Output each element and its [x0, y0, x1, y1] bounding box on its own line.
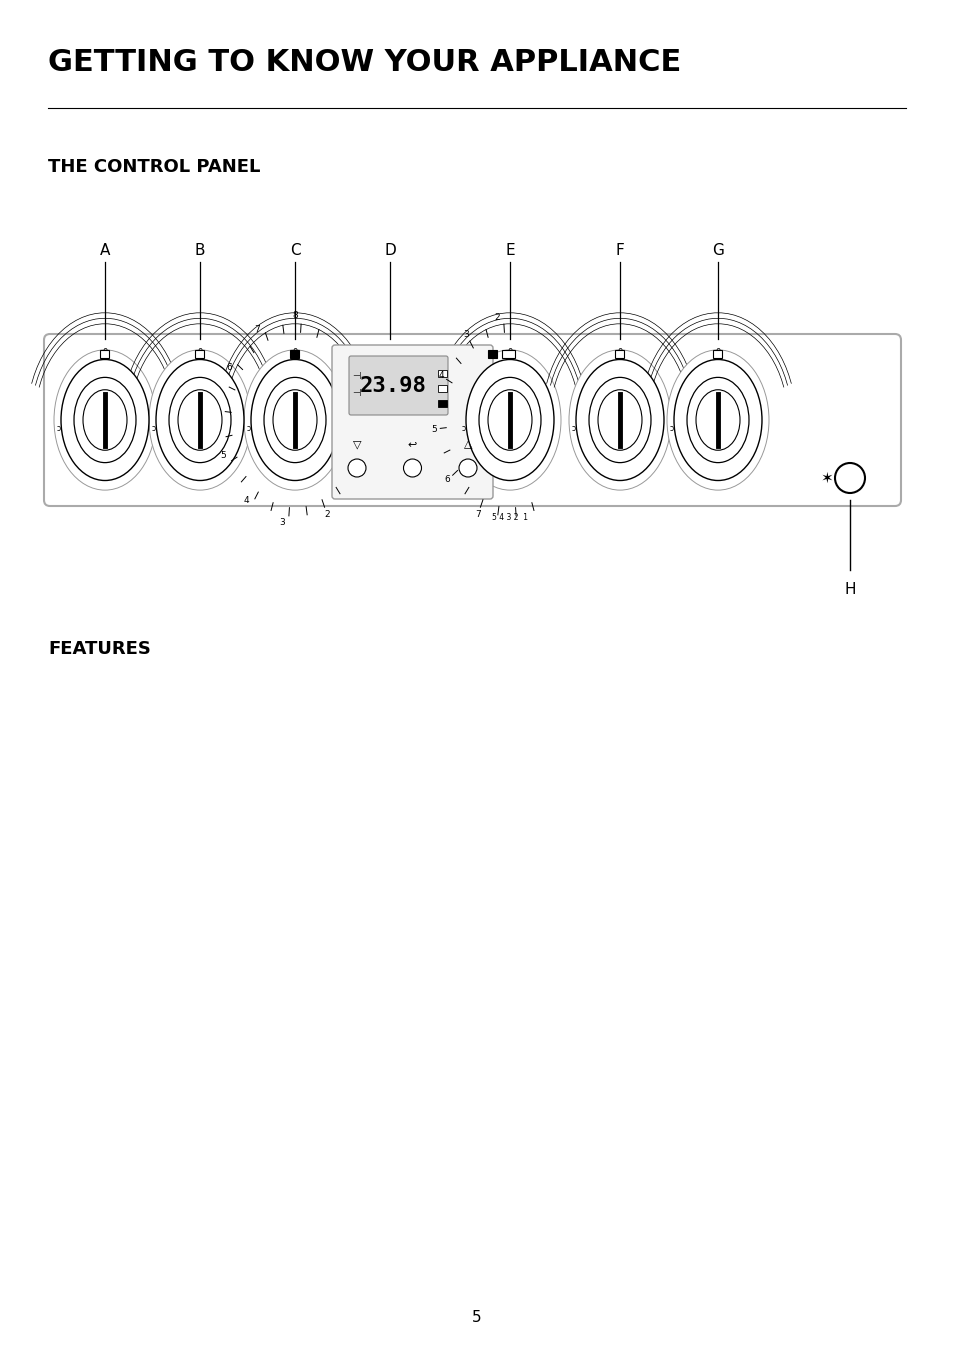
Text: 3: 3: [463, 330, 469, 339]
Text: F: F: [615, 243, 623, 258]
Text: 0: 0: [292, 347, 297, 357]
Bar: [713, 350, 721, 358]
Text: △: △: [463, 439, 472, 449]
Ellipse shape: [686, 377, 748, 462]
Bar: [100, 350, 110, 358]
Text: 2: 2: [494, 312, 499, 322]
Text: 2: 2: [324, 511, 330, 519]
Text: ↄ: ↄ: [669, 424, 674, 432]
Ellipse shape: [251, 359, 338, 481]
Circle shape: [348, 459, 366, 477]
Text: ↩: ↩: [407, 439, 416, 449]
Ellipse shape: [696, 389, 740, 450]
Ellipse shape: [568, 350, 670, 490]
Text: D: D: [384, 243, 395, 258]
Ellipse shape: [666, 350, 768, 490]
FancyBboxPatch shape: [349, 357, 448, 415]
Ellipse shape: [264, 377, 326, 462]
Text: 5 4 3 2  1: 5 4 3 2 1: [492, 513, 527, 523]
Ellipse shape: [61, 359, 149, 481]
Ellipse shape: [465, 359, 554, 481]
Bar: [501, 350, 515, 358]
Text: 6: 6: [226, 363, 232, 373]
Text: 0: 0: [617, 347, 622, 357]
Text: ↄ: ↄ: [247, 424, 251, 432]
Bar: [488, 350, 497, 358]
Text: GETTING TO KNOW YOUR APPLIANCE: GETTING TO KNOW YOUR APPLIANCE: [48, 49, 680, 77]
Ellipse shape: [83, 389, 127, 450]
Text: B: B: [194, 243, 205, 258]
Text: 0: 0: [197, 347, 202, 357]
Bar: [291, 350, 299, 358]
Bar: [437, 400, 447, 407]
Ellipse shape: [273, 389, 316, 450]
Ellipse shape: [178, 389, 222, 450]
Ellipse shape: [169, 377, 231, 462]
Text: ▽: ▽: [353, 439, 361, 449]
Text: 23.98: 23.98: [359, 376, 427, 396]
Text: H: H: [843, 582, 855, 597]
Text: 8: 8: [292, 311, 297, 320]
Text: ↄ: ↄ: [461, 424, 466, 432]
Text: ⊣: ⊣: [352, 372, 360, 381]
Text: THE CONTROL PANEL: THE CONTROL PANEL: [48, 158, 260, 176]
Text: G: G: [711, 243, 723, 258]
Text: E: E: [505, 243, 515, 258]
Text: FEATURES: FEATURES: [48, 640, 151, 658]
Bar: [437, 385, 447, 392]
Bar: [505, 350, 514, 358]
Text: ⊣: ⊣: [352, 388, 360, 399]
Bar: [615, 350, 624, 358]
Text: ✶: ✶: [820, 470, 833, 485]
Text: 4: 4: [243, 496, 249, 504]
Ellipse shape: [576, 359, 663, 481]
Ellipse shape: [478, 377, 540, 462]
Text: C: C: [290, 243, 300, 258]
Text: 5: 5: [431, 424, 436, 434]
Ellipse shape: [488, 389, 532, 450]
Text: ↄ: ↄ: [57, 424, 61, 432]
Text: 3: 3: [278, 519, 284, 527]
Text: 0: 0: [102, 347, 108, 357]
FancyBboxPatch shape: [44, 334, 900, 507]
Ellipse shape: [74, 377, 136, 462]
Text: 0: 0: [507, 347, 512, 357]
Ellipse shape: [588, 377, 650, 462]
Ellipse shape: [54, 350, 156, 490]
Bar: [195, 350, 204, 358]
Circle shape: [834, 463, 864, 493]
Text: 7: 7: [253, 326, 259, 334]
Ellipse shape: [156, 359, 244, 481]
Text: 0: 0: [715, 347, 720, 357]
Ellipse shape: [598, 389, 641, 450]
Circle shape: [403, 459, 421, 477]
Ellipse shape: [458, 350, 560, 490]
Text: 5: 5: [472, 1310, 481, 1325]
Text: 5: 5: [220, 451, 226, 461]
Text: 6: 6: [444, 476, 450, 485]
Ellipse shape: [149, 350, 251, 490]
FancyBboxPatch shape: [332, 345, 493, 499]
Circle shape: [458, 459, 476, 477]
Bar: [437, 370, 447, 377]
Text: 4: 4: [437, 372, 443, 381]
Text: ↄ: ↄ: [572, 424, 576, 432]
Ellipse shape: [244, 350, 346, 490]
Text: A: A: [100, 243, 111, 258]
Ellipse shape: [673, 359, 761, 481]
Text: ↄ: ↄ: [152, 424, 156, 432]
Text: 7: 7: [475, 511, 480, 519]
